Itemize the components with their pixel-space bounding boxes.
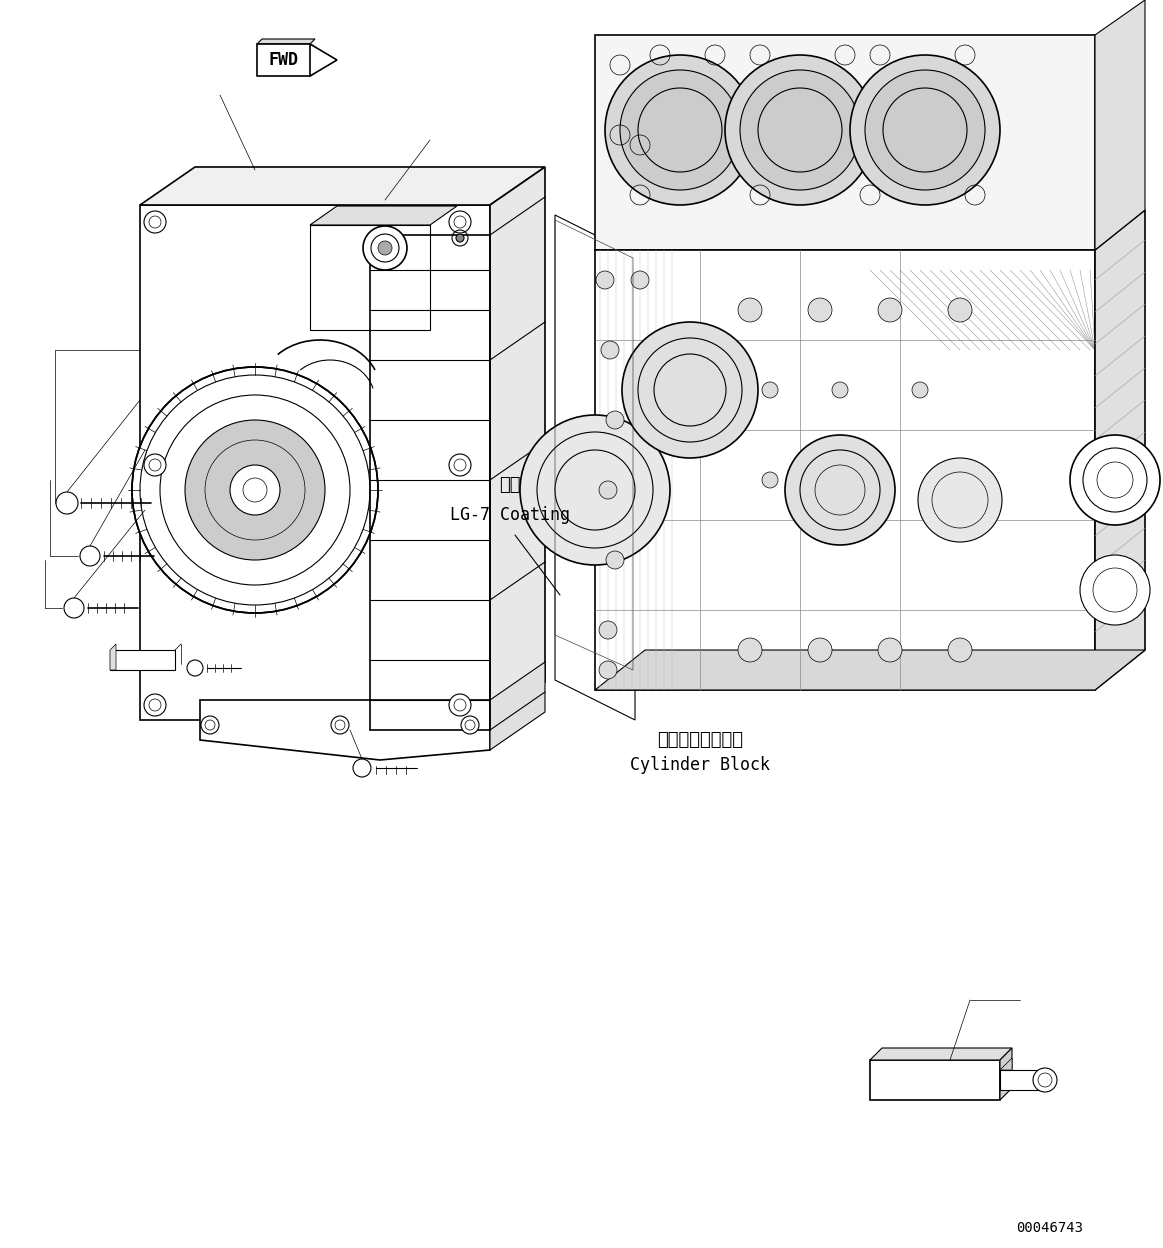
Circle shape bbox=[620, 70, 740, 190]
Circle shape bbox=[878, 298, 902, 322]
Circle shape bbox=[601, 341, 619, 359]
Polygon shape bbox=[140, 167, 545, 205]
Circle shape bbox=[878, 638, 902, 661]
Circle shape bbox=[1080, 555, 1150, 625]
Polygon shape bbox=[1000, 1048, 1012, 1099]
Circle shape bbox=[595, 271, 614, 290]
Circle shape bbox=[131, 367, 378, 613]
Circle shape bbox=[605, 55, 755, 205]
Polygon shape bbox=[490, 167, 545, 720]
Circle shape bbox=[762, 382, 778, 398]
Circle shape bbox=[606, 411, 625, 429]
Circle shape bbox=[808, 638, 832, 661]
Text: LG-7 Coating: LG-7 Coating bbox=[450, 505, 570, 524]
Circle shape bbox=[599, 661, 618, 679]
Circle shape bbox=[187, 660, 204, 676]
Text: 00046743: 00046743 bbox=[1016, 1221, 1084, 1236]
Polygon shape bbox=[311, 206, 457, 225]
Polygon shape bbox=[257, 44, 333, 76]
Circle shape bbox=[948, 298, 972, 322]
Circle shape bbox=[832, 472, 848, 488]
Polygon shape bbox=[140, 205, 490, 720]
Polygon shape bbox=[490, 661, 545, 750]
Circle shape bbox=[354, 759, 371, 778]
Circle shape bbox=[762, 472, 778, 488]
Circle shape bbox=[331, 716, 349, 734]
Circle shape bbox=[785, 436, 896, 545]
Circle shape bbox=[378, 241, 392, 255]
Circle shape bbox=[1033, 1068, 1057, 1092]
Circle shape bbox=[80, 547, 100, 567]
Circle shape bbox=[632, 271, 649, 290]
Circle shape bbox=[520, 416, 670, 565]
Circle shape bbox=[725, 55, 875, 205]
Text: Cylinder Block: Cylinder Block bbox=[630, 756, 770, 774]
Circle shape bbox=[832, 382, 848, 398]
Text: シリンダブロック: シリンダブロック bbox=[657, 731, 743, 749]
Polygon shape bbox=[200, 700, 490, 760]
Bar bbox=[1000, 1070, 1042, 1090]
Bar bbox=[110, 650, 174, 670]
Circle shape bbox=[1070, 436, 1160, 525]
Polygon shape bbox=[595, 35, 1096, 250]
Circle shape bbox=[948, 638, 972, 661]
Circle shape bbox=[850, 55, 1000, 205]
Bar bbox=[311, 225, 430, 329]
Polygon shape bbox=[870, 1060, 1000, 1099]
Polygon shape bbox=[870, 1048, 1012, 1060]
Circle shape bbox=[808, 298, 832, 322]
Polygon shape bbox=[257, 39, 315, 44]
Circle shape bbox=[201, 716, 219, 734]
Polygon shape bbox=[595, 250, 1096, 690]
Polygon shape bbox=[1000, 1058, 1012, 1070]
Circle shape bbox=[449, 694, 471, 716]
Circle shape bbox=[739, 638, 762, 661]
Polygon shape bbox=[1096, 0, 1146, 250]
Circle shape bbox=[599, 480, 618, 499]
Circle shape bbox=[56, 492, 78, 514]
Circle shape bbox=[449, 454, 471, 475]
Polygon shape bbox=[555, 215, 635, 720]
Circle shape bbox=[606, 552, 625, 569]
Polygon shape bbox=[595, 650, 1146, 690]
Circle shape bbox=[461, 716, 479, 734]
Text: FWD: FWD bbox=[269, 51, 299, 69]
Circle shape bbox=[64, 598, 84, 618]
Circle shape bbox=[622, 322, 758, 458]
Circle shape bbox=[449, 211, 471, 233]
Circle shape bbox=[144, 454, 166, 475]
Circle shape bbox=[865, 70, 985, 190]
Polygon shape bbox=[311, 44, 337, 76]
Circle shape bbox=[918, 458, 1003, 542]
Polygon shape bbox=[110, 644, 116, 670]
Text: 塗布: 塗布 bbox=[499, 475, 521, 494]
Circle shape bbox=[912, 382, 928, 398]
Circle shape bbox=[144, 694, 166, 716]
Circle shape bbox=[739, 298, 762, 322]
Circle shape bbox=[363, 226, 407, 270]
Circle shape bbox=[144, 211, 166, 233]
Circle shape bbox=[185, 421, 324, 560]
Circle shape bbox=[740, 70, 859, 190]
Circle shape bbox=[599, 622, 618, 639]
Polygon shape bbox=[1096, 210, 1146, 690]
Circle shape bbox=[230, 466, 280, 515]
Circle shape bbox=[456, 235, 464, 242]
